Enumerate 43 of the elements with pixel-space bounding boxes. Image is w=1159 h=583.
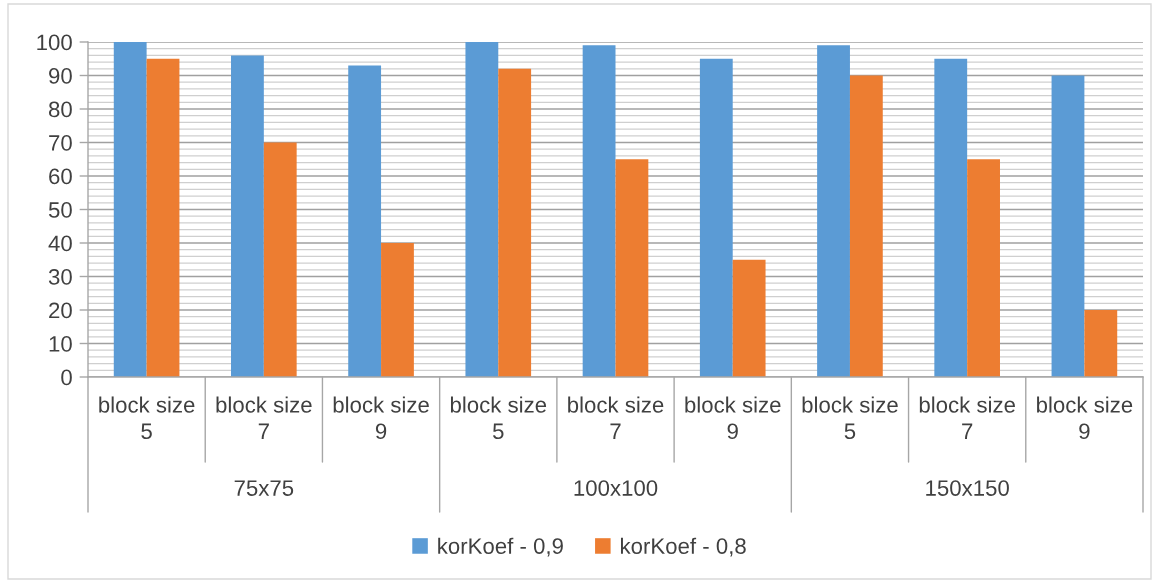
bar [732,259,766,377]
legend-label: korKoef - 0,9 [438,537,563,557]
legend-label: korKoef - 0,8 [621,537,746,557]
y-tick-label: 90 [49,68,72,84]
bar [231,55,264,377]
bar [381,243,414,377]
text: 100x100 [574,480,658,496]
bar [498,68,532,377]
y-tick-label: 40 [48,235,72,252]
x-tick-label: block size 5 [99,396,195,440]
bar [967,159,1000,377]
bar [465,42,499,377]
text: 75x75 [234,480,294,496]
x-tick-label: block size 9 [685,396,781,440]
bar [1051,75,1085,377]
x-tick-label: block size 7 [568,396,664,439]
y-tick-label: 80 [48,101,72,118]
bar [615,159,649,377]
x-tick-label: block size 9 [333,396,429,440]
bar [113,42,147,377]
x-tick-label: block size 5 [802,396,898,440]
y-tick-label: 60 [49,168,72,185]
x-tick-label: block size 9 [1037,396,1133,440]
y-tick-label: 0 [61,369,72,386]
y-tick-label: 100 [37,34,72,51]
y-tick-label: 10 [49,336,72,352]
bar [146,58,180,377]
bar [934,58,968,377]
bar [263,142,297,377]
x-tick-label: block size 7 [919,396,1015,439]
bar [699,58,733,377]
x-tick-label: block size 5 [450,396,547,440]
y-tick-label: 30 [48,269,72,285]
bar [1084,310,1118,377]
bar [817,45,850,377]
bar [582,45,616,377]
y-tick-label: 50 [48,202,72,218]
y-tick-label: 70 [49,135,72,151]
bar [849,75,883,377]
text: 150x150 [926,480,1009,496]
bar [348,65,382,377]
x-tick-label: block size 7 [216,396,312,439]
y-tick-label: 20 [49,302,72,319]
